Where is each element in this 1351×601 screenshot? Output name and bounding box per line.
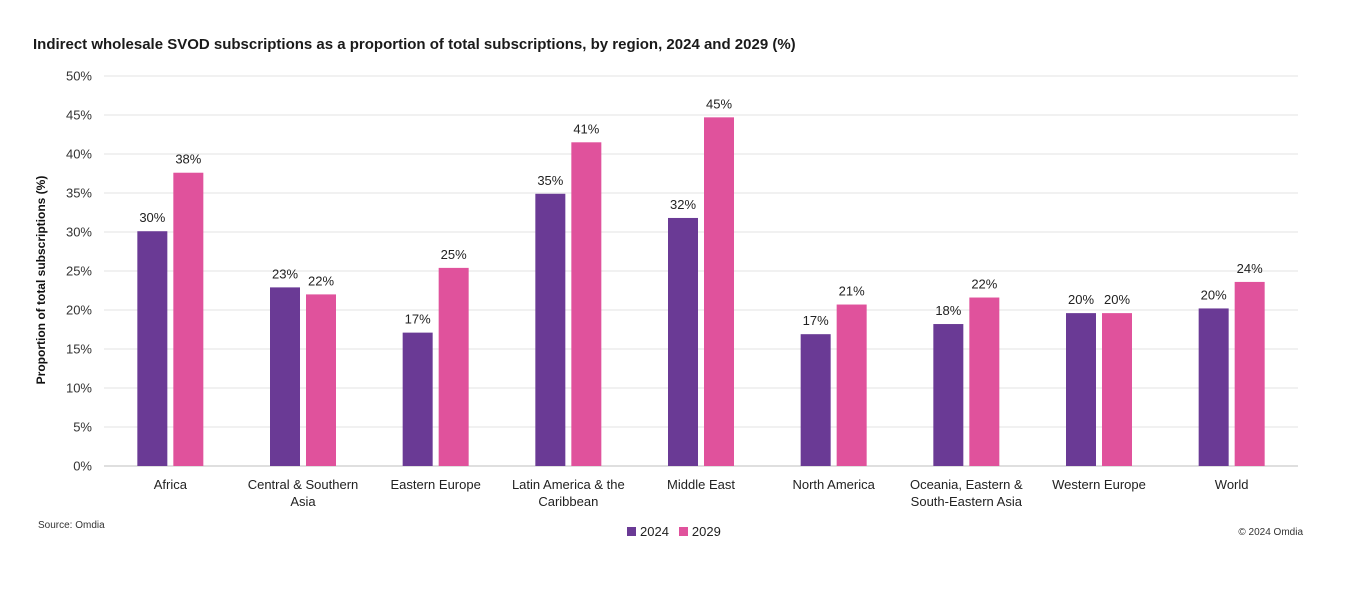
bar-2024 [402, 332, 433, 466]
bar-2029 [969, 297, 1000, 466]
bar-2029 [836, 304, 867, 466]
y-tick-label: 10% [66, 381, 92, 396]
y-tick-label: 45% [66, 108, 92, 123]
source-note: Source: Omdia [38, 520, 105, 531]
legend-item-2029: 2029 [678, 524, 721, 539]
copyright-note: © 2024 Omdia [1238, 527, 1303, 538]
y-tick-label: 25% [66, 264, 92, 279]
data-label-2024: 17% [405, 312, 431, 327]
data-label-2024: 20% [1068, 292, 1094, 307]
chart-title: Indirect wholesale SVOD subscriptions as… [33, 36, 796, 53]
data-label-2029: 21% [839, 284, 865, 299]
bar-2024 [933, 324, 964, 466]
data-label-2029: 25% [441, 247, 467, 262]
x-tick-label: Caribbean [538, 494, 598, 509]
y-tick-label: 50% [66, 69, 92, 84]
legend-swatch-2029 [678, 527, 688, 536]
x-tick-label: Middle East [667, 477, 735, 492]
legend-swatch-2024 [627, 527, 636, 536]
data-label-2024: 20% [1201, 287, 1227, 302]
y-tick-label: 30% [66, 225, 92, 240]
x-tick-label: Asia [290, 494, 316, 509]
data-label-2024: 17% [803, 313, 829, 328]
x-tick-label: World [1215, 477, 1249, 492]
y-axis-label: Proportion of total subscriptions (%) [34, 176, 48, 385]
x-tick-label: Africa [154, 477, 188, 492]
bar-2029 [1234, 281, 1265, 466]
x-tick-label: Central & Southern [248, 477, 359, 492]
x-tick-label: Western Europe [1052, 477, 1146, 492]
data-label-2029: 41% [573, 121, 599, 136]
y-tick-label: 5% [73, 420, 92, 435]
bar-2029 [306, 294, 336, 466]
x-tick-label: South-Eastern Asia [911, 494, 1023, 509]
data-label-2024: 35% [537, 173, 563, 188]
x-tick-label: Latin America & the [512, 477, 625, 492]
data-label-2024: 30% [139, 210, 165, 225]
data-label-2024: 32% [670, 197, 696, 212]
bar-2029 [1102, 313, 1132, 466]
data-label-2029: 45% [706, 96, 732, 111]
bar-2024 [1066, 313, 1096, 466]
legend-label-2024: 2024 [640, 524, 669, 539]
bar-2024 [535, 193, 566, 466]
y-tick-label: 35% [66, 186, 92, 201]
bar-2024 [270, 287, 300, 466]
y-tick-label: 20% [66, 303, 92, 318]
bar-2029 [173, 172, 204, 466]
legend-label-2029: 2029 [691, 524, 721, 539]
legend-item-2024: 2024 [627, 524, 669, 539]
data-label-2029: 24% [1237, 261, 1263, 276]
data-label-2029: 38% [175, 152, 201, 167]
data-label-2029: 20% [1104, 292, 1130, 307]
data-label-2029: 22% [971, 277, 997, 292]
y-tick-label: 15% [66, 342, 92, 357]
bar-2024 [1198, 308, 1229, 466]
x-tick-label: Eastern Europe [390, 477, 480, 492]
bar-2024 [137, 231, 168, 466]
bar-2024 [668, 217, 698, 466]
data-label-2029: 22% [308, 273, 334, 288]
bar-2024 [800, 334, 831, 466]
y-tick-label: 40% [66, 147, 92, 162]
data-label-2024: 18% [935, 303, 961, 318]
x-tick-label: Oceania, Eastern & [910, 477, 1023, 492]
bar-2029 [571, 142, 602, 467]
bar-2029 [438, 267, 469, 466]
y-tick-label: 0% [73, 459, 92, 474]
data-label-2024: 23% [272, 266, 298, 281]
x-tick-label: North America [792, 477, 875, 492]
bar-2029 [704, 117, 734, 466]
legend: 2024 2029 [627, 524, 731, 539]
